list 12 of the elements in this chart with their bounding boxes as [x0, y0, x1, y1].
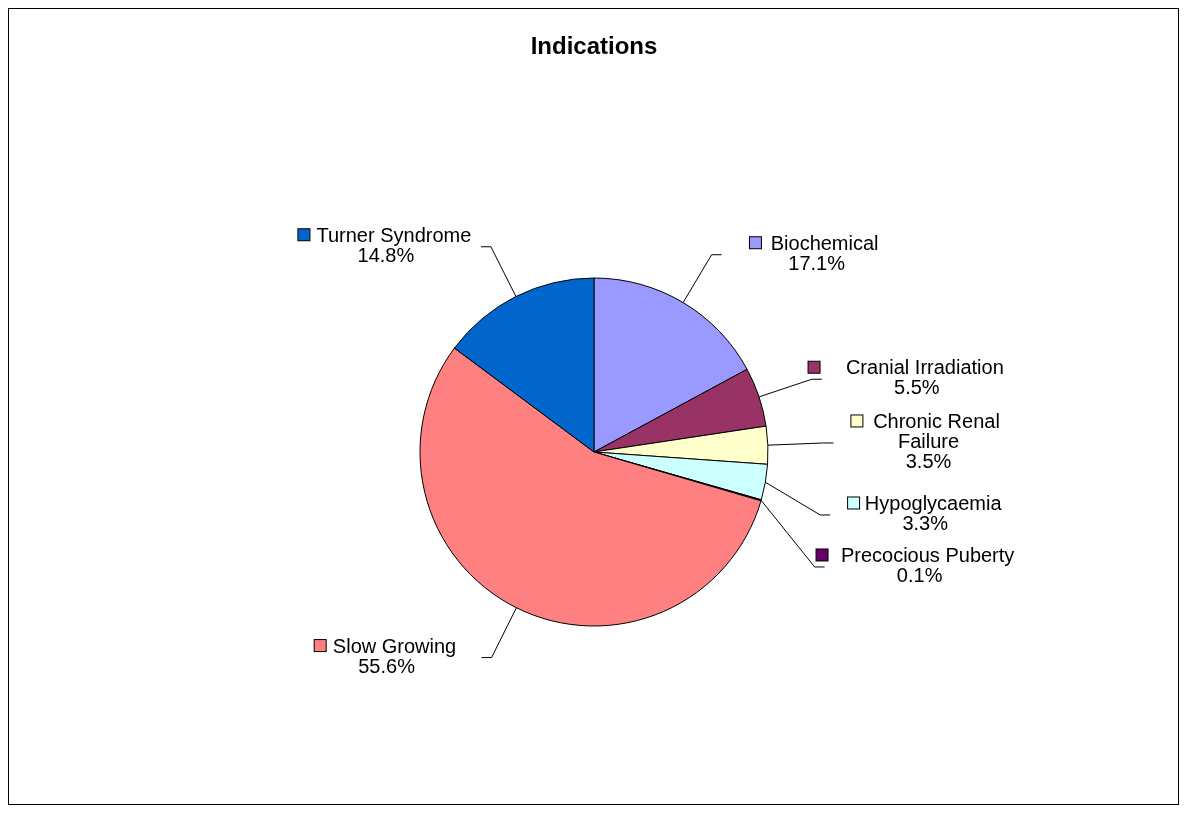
data-label: 55.6%	[358, 654, 416, 677]
chart-title: Indications	[530, 32, 658, 59]
legend-label: Cranial Irradiation	[845, 356, 1004, 379]
legend-label: Slow Growing	[332, 634, 457, 657]
data-label: 17.1%	[788, 251, 846, 274]
legend-label: Biochemical	[770, 231, 879, 254]
data-label: 5.5%	[894, 376, 940, 399]
data-label: 0.1%	[896, 563, 943, 586]
data-label: 3.5%	[905, 449, 952, 472]
legend-label: Turner Syndrome	[316, 223, 472, 246]
legend-label: Precocious Puberty	[840, 543, 1015, 566]
legend-label: Chronic Renal Failure	[873, 409, 1000, 452]
